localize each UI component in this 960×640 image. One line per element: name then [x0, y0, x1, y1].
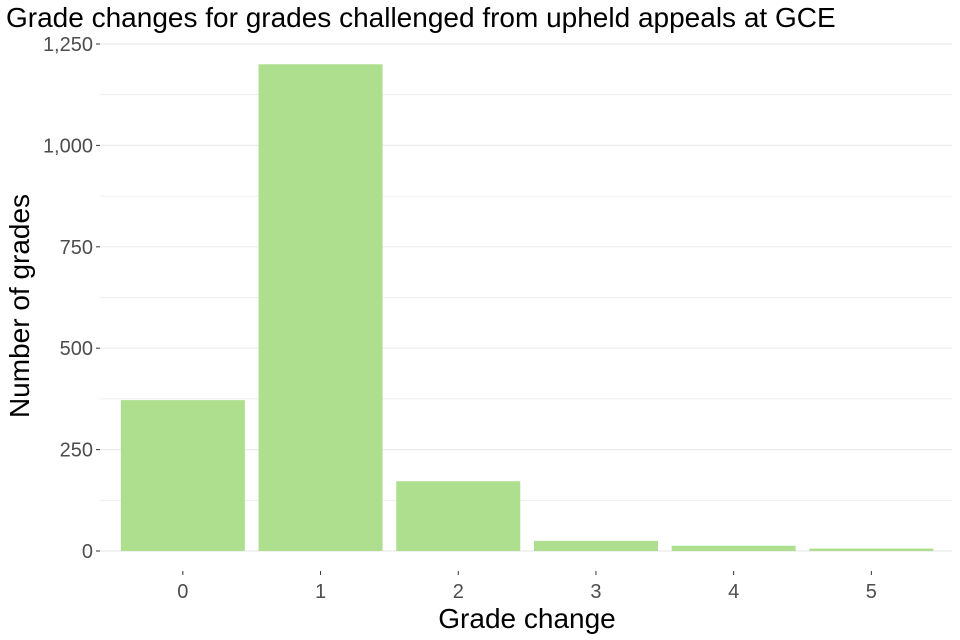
- grid-lines: [100, 43, 952, 552]
- x-tick-label: 5: [866, 581, 877, 603]
- y-axis-title: Number of grades: [4, 194, 35, 418]
- y-tick-label: 500: [60, 338, 93, 360]
- x-axis-title: Grade change: [438, 603, 615, 634]
- x-axis-ticks: 0 1 2 3 4 5: [177, 571, 877, 603]
- y-tick-label: 1,250: [43, 34, 93, 56]
- bar-1: [258, 64, 383, 551]
- bar-0: [120, 400, 245, 551]
- y-axis-ticks: 0 250 500 750 1,000 1,250: [43, 34, 100, 563]
- bar-5: [809, 548, 934, 551]
- y-tick-label: 250: [60, 440, 93, 462]
- x-tick-label: 2: [453, 581, 464, 603]
- x-tick-label: 3: [590, 581, 601, 603]
- x-tick-label: 1: [315, 581, 326, 603]
- y-tick-label: 750: [60, 237, 93, 259]
- chart-title: Grade changes for grades challenged from…: [6, 2, 836, 33]
- x-tick-label: 0: [177, 581, 188, 603]
- x-tick-label: 4: [728, 581, 739, 603]
- y-tick-label: 0: [82, 541, 93, 563]
- bar-3: [533, 540, 658, 551]
- bar-4: [671, 545, 796, 551]
- y-tick-label: 1,000: [43, 135, 93, 157]
- bar-2: [396, 481, 521, 551]
- bars: [120, 64, 934, 551]
